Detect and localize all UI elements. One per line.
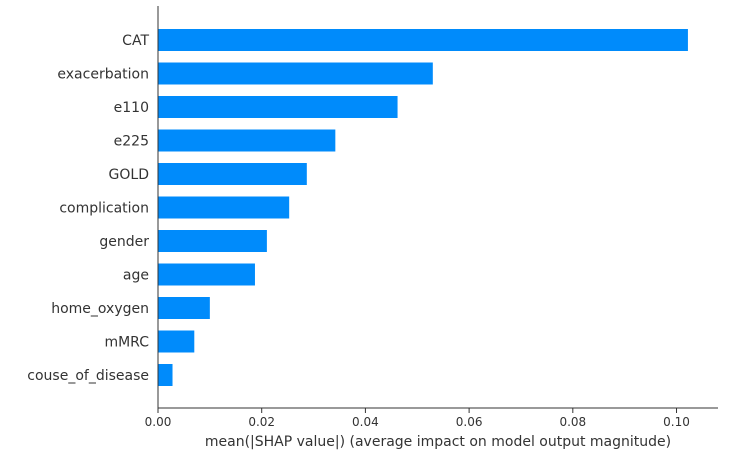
x-ticks: 0.00 0.02 0.04 0.06 0.08 0.10: [145, 408, 690, 429]
x-tick-label: 0.04: [352, 415, 379, 429]
y-tick-label-complication: complication: [59, 201, 149, 217]
y-tick-label-e225: e225: [114, 134, 149, 150]
y-tick-label-couse_of_disease: couse_of_disease: [27, 368, 149, 384]
y-tick-label-exacerbation: exacerbation: [57, 67, 149, 83]
x-tick-label: 0.08: [559, 415, 586, 429]
y-tick-label-home_oxygen: home_oxygen: [51, 301, 149, 317]
bar-home_oxygen: [158, 297, 210, 319]
y-tick-label-CAT: CAT: [122, 33, 149, 49]
y-tick-labels: CAT exacerbation e110 e225 GOLD complication g…: [27, 33, 149, 384]
bar-couse_of_disease: [158, 364, 173, 386]
bar-complication: [158, 196, 290, 219]
bar-gender: [158, 230, 267, 252]
y-tick-label-mMRC: mMRC: [104, 335, 149, 351]
bar-CAT: [158, 29, 688, 51]
x-axis-label: mean(|SHAP value|) (average impact on mo…: [205, 434, 671, 450]
x-tick-label: 0.00: [145, 415, 172, 429]
bar-e110: [158, 96, 398, 118]
x-tick-label: 0.02: [248, 415, 275, 429]
bar-exacerbation: [158, 62, 433, 85]
x-tick-label: 0.10: [663, 415, 690, 429]
bar-GOLD: [158, 163, 307, 185]
y-tick-label-gender: gender: [99, 234, 149, 250]
y-tick-label-GOLD: GOLD: [109, 167, 149, 183]
bar-age: [158, 263, 255, 286]
x-tick-label: 0.06: [456, 415, 483, 429]
y-tick-label-e110: e110: [114, 100, 149, 116]
bars-layer: [158, 29, 688, 386]
bar-mMRC: [158, 330, 195, 353]
y-tick-label-age: age: [123, 268, 149, 284]
bar-e225: [158, 129, 336, 152]
